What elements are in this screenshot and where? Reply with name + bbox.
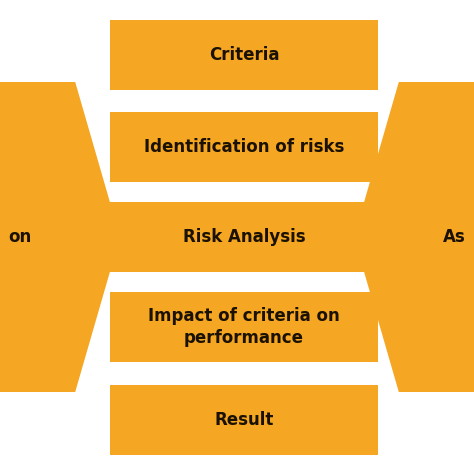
Text: Result: Result <box>214 411 273 429</box>
FancyBboxPatch shape <box>110 292 378 362</box>
Text: Criteria: Criteria <box>209 46 279 64</box>
Text: As: As <box>443 228 465 246</box>
FancyBboxPatch shape <box>110 385 378 455</box>
Polygon shape <box>354 82 474 392</box>
Polygon shape <box>0 82 120 392</box>
Text: Identification of risks: Identification of risks <box>144 138 344 156</box>
FancyBboxPatch shape <box>110 112 378 182</box>
Text: Risk Analysis: Risk Analysis <box>182 228 305 246</box>
FancyBboxPatch shape <box>110 202 378 272</box>
FancyBboxPatch shape <box>110 20 378 90</box>
Text: Impact of criteria on
performance: Impact of criteria on performance <box>148 307 340 347</box>
Text: on: on <box>9 228 32 246</box>
